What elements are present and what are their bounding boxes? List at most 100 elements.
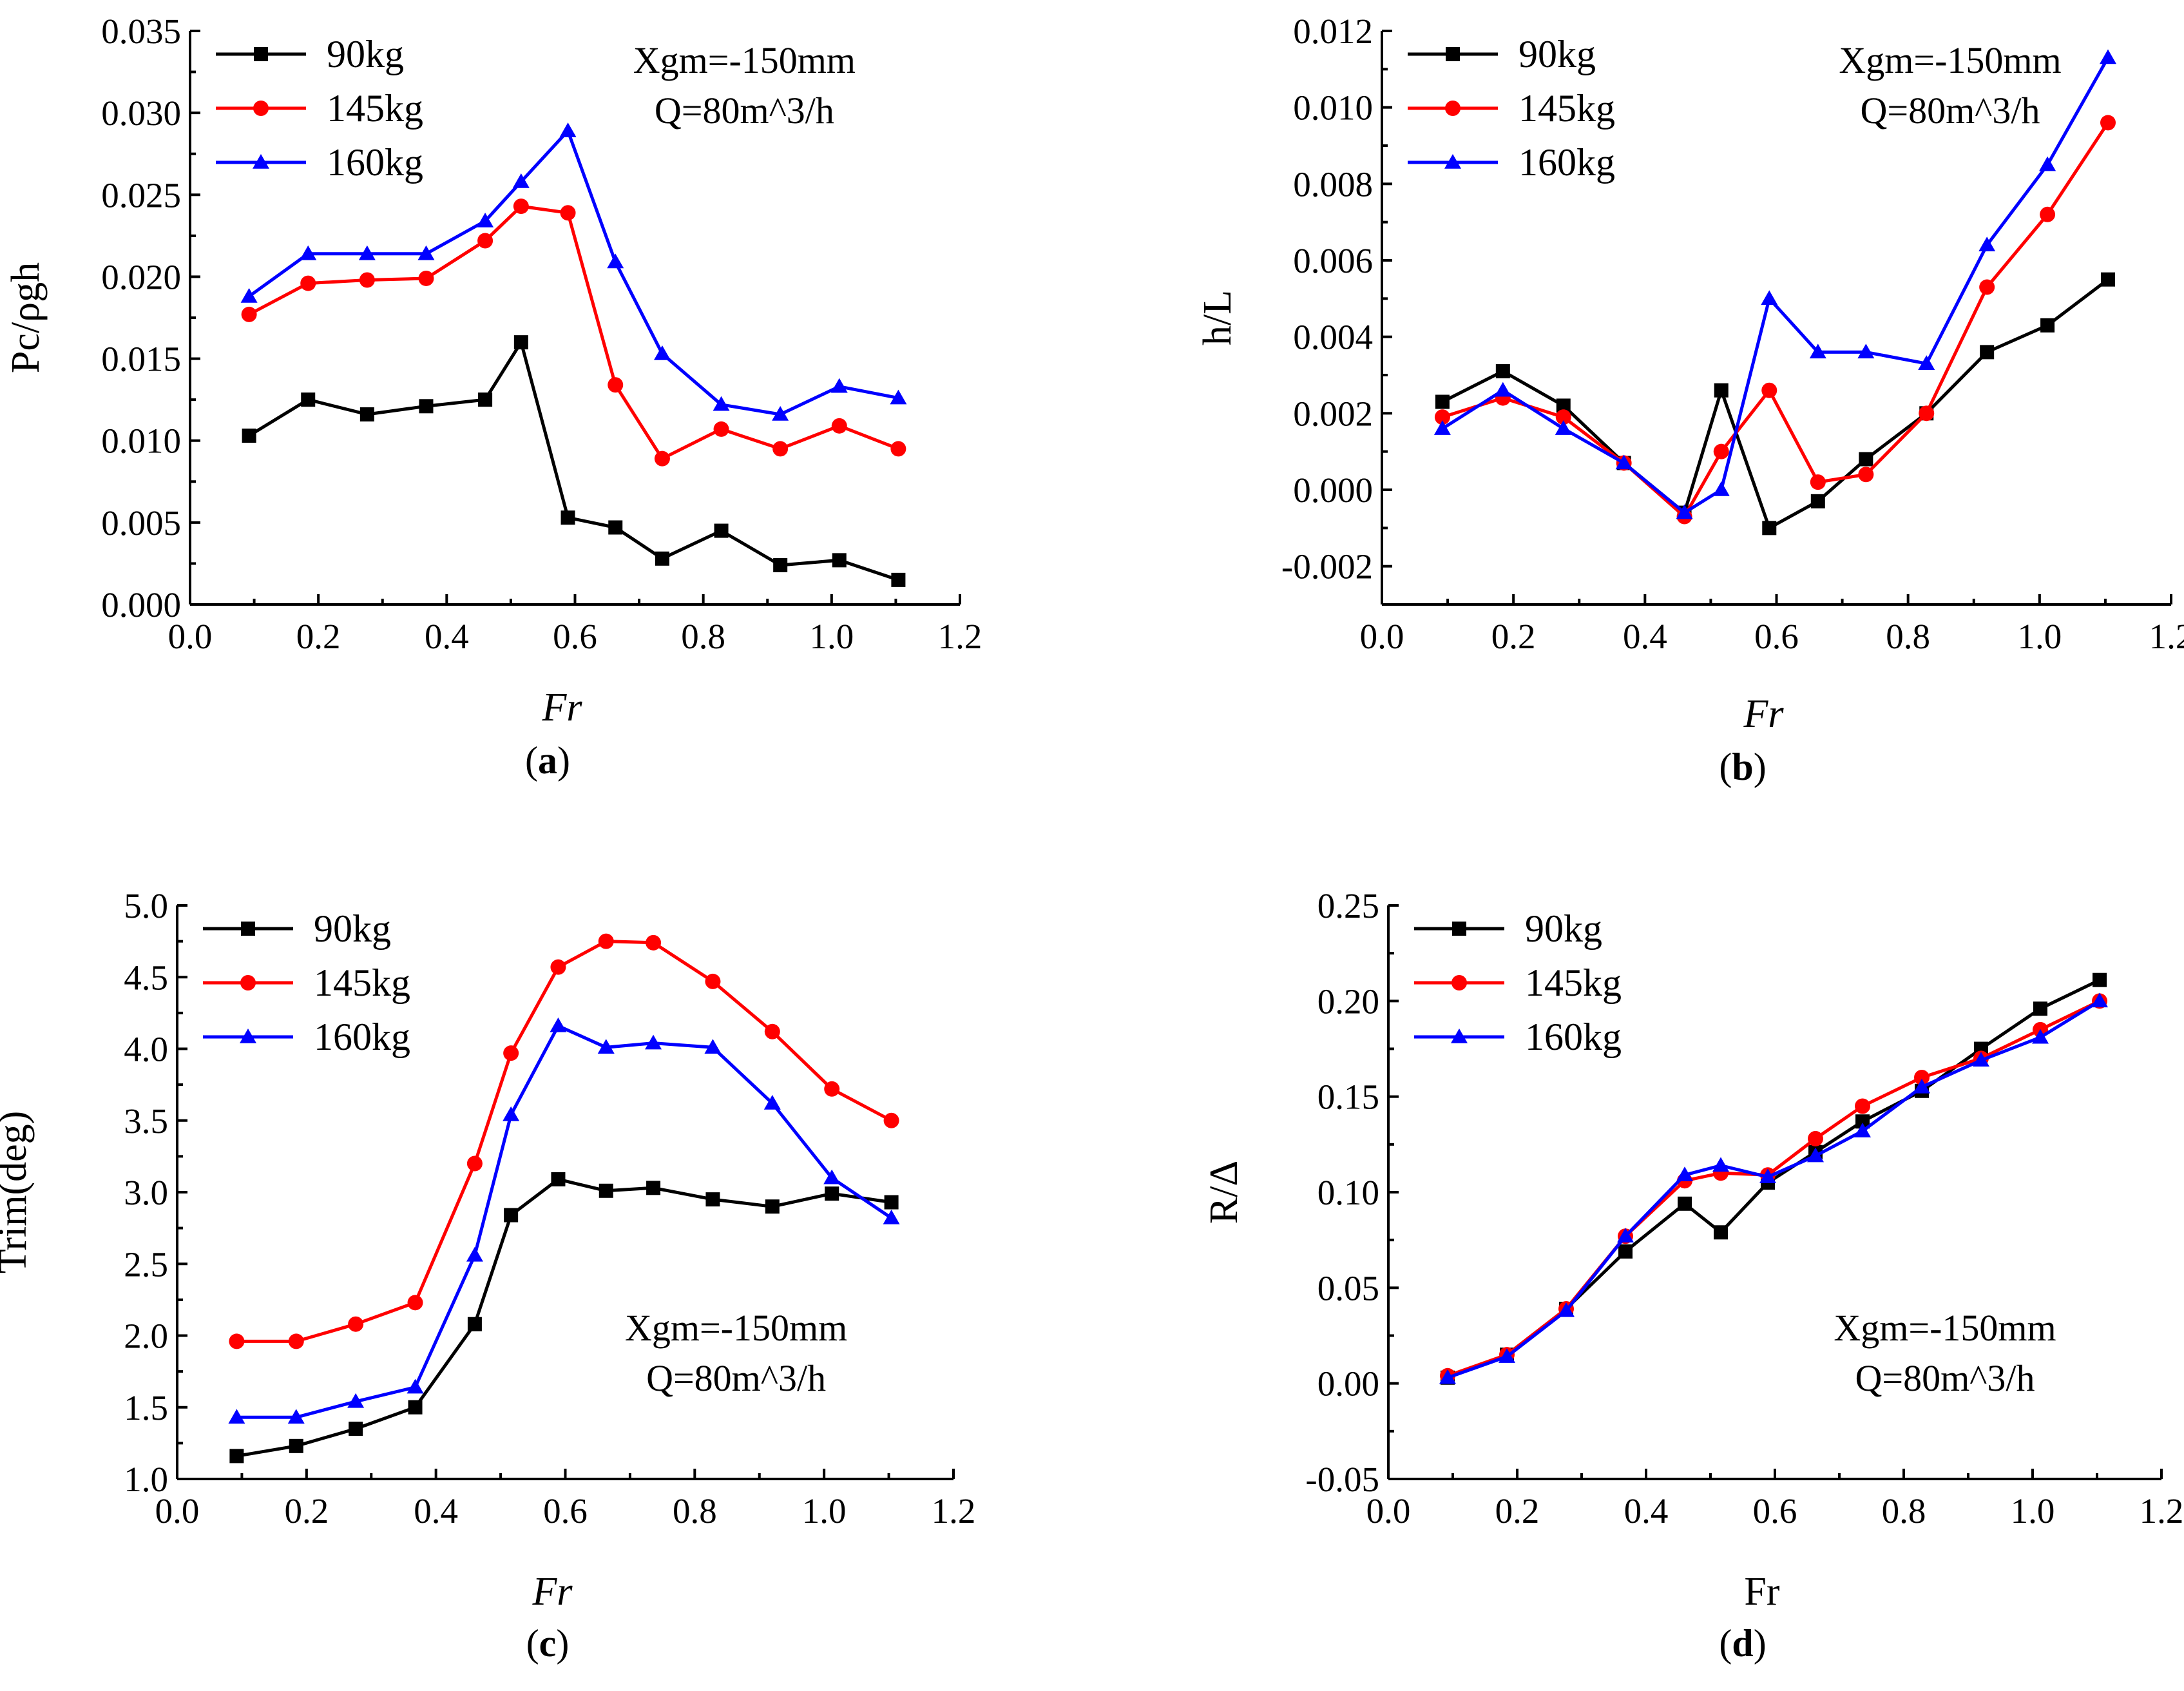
data-point	[890, 389, 907, 405]
data-point	[765, 1199, 780, 1214]
data-point	[1858, 467, 1874, 483]
data-point	[1618, 1244, 1633, 1259]
data-point	[2091, 992, 2108, 1008]
data-point	[1494, 382, 1511, 397]
legend-marker	[253, 154, 269, 169]
legend-label: 160kg	[314, 1016, 410, 1058]
data-point	[477, 233, 493, 249]
data-point	[228, 1409, 245, 1424]
data-point	[1556, 398, 1571, 413]
data-point	[825, 1186, 839, 1201]
x-tick-label: 0.8	[673, 1491, 717, 1531]
series-145kg	[229, 933, 899, 1349]
data-point	[608, 377, 624, 393]
series-160kg	[1433, 49, 2116, 519]
series-90kg	[229, 1172, 899, 1464]
x-tick-label: 1.2	[938, 617, 982, 656]
annotation-text: Q=80m^3/h	[646, 1357, 826, 1399]
y-tick-label: 3.5	[124, 1101, 168, 1141]
data-point	[466, 1246, 483, 1262]
x-tick-label: 1.2	[2140, 1491, 2184, 1531]
data-point	[419, 399, 434, 414]
caption-close: )	[1754, 746, 1767, 788]
y-tick-label: 0.004	[1293, 318, 1373, 357]
data-point	[1810, 474, 1826, 490]
panel-caption: (a)	[525, 739, 570, 782]
x-tick-label: 1.2	[2149, 617, 2184, 656]
data-point	[891, 572, 906, 587]
data-point	[1980, 345, 1995, 360]
data-point	[772, 441, 789, 457]
legend-label: 90kg	[1525, 907, 1602, 950]
data-point	[1712, 1157, 1729, 1172]
data-point	[288, 1333, 304, 1349]
x-tick-label: 0.0	[168, 617, 213, 656]
annotation-text: Xgm=-150mm	[1839, 39, 2061, 81]
data-point	[1714, 383, 1729, 398]
data-point	[240, 287, 258, 303]
legend-label: 145kg	[314, 961, 410, 1004]
data-point	[408, 1400, 423, 1415]
legend-label: 160kg	[327, 141, 423, 184]
data-point	[348, 1316, 364, 1332]
data-point	[832, 553, 847, 568]
legend-label: 145kg	[1525, 961, 1622, 1004]
x-tick-label: 0.0	[1360, 617, 1404, 656]
y-tick-label: 0.25	[1317, 886, 1379, 925]
annotation: Xgm=-150mm Q=80m^3/h	[633, 39, 856, 131]
x-tick-label: 1.0	[2011, 1491, 2055, 1531]
y-tick-label: 0.025	[101, 175, 181, 215]
data-point	[551, 1172, 566, 1186]
x-axis-label: Fr	[1743, 692, 1785, 736]
legend-marker	[1451, 975, 1467, 990]
caption-open: (	[1719, 1622, 1732, 1665]
data-point	[607, 253, 624, 269]
data-point	[1434, 409, 1450, 425]
data-point	[1617, 1228, 1634, 1242]
x-tick-label: 0.6	[543, 1491, 588, 1531]
legend-label: 90kg	[327, 33, 404, 75]
y-tick-label: 0.008	[1293, 164, 1373, 204]
data-point	[831, 418, 847, 434]
data-point	[407, 1378, 424, 1394]
caption-letter: b	[1732, 746, 1753, 788]
series-145kg	[241, 198, 906, 467]
data-point	[772, 406, 789, 421]
data-point	[830, 378, 848, 393]
data-point	[466, 1155, 483, 1172]
data-point	[560, 205, 576, 221]
data-point	[1919, 405, 1935, 421]
y-tick-label: 0.05	[1317, 1268, 1379, 1308]
legend: 90kg 145kg 160kg	[216, 33, 423, 184]
data-point	[704, 1039, 722, 1054]
caption-open: (	[526, 1622, 539, 1665]
y-tick-label: 0.10	[1317, 1173, 1379, 1212]
x-tick-label: 0.4	[414, 1491, 458, 1531]
data-point	[358, 245, 376, 260]
x-tick-label: 0.6	[553, 617, 597, 656]
data-point	[1913, 1078, 1930, 1094]
chart-panel-a: 0.0 0.2 0.4 0.6 0.8 1.0 1.2 0.000 0.005 0.010 0.01…	[4, 12, 982, 782]
data-point	[646, 1181, 661, 1195]
data-point	[407, 1295, 423, 1311]
y-tick-label: 4.0	[124, 1030, 168, 1069]
data-point	[1810, 494, 1825, 508]
annotation-text: Q=80m^3/h	[1860, 90, 2040, 131]
data-point	[504, 1208, 519, 1222]
x-axis-label: Fr	[532, 1570, 573, 1614]
x-tick-label: 0.4	[425, 617, 469, 656]
legend-marker	[241, 922, 255, 936]
legend-marker	[240, 975, 256, 990]
data-point	[1558, 1302, 1575, 1317]
data-point	[653, 345, 671, 360]
data-point	[1918, 355, 1935, 370]
legend: 90kg 145kg 160kg	[1414, 907, 1622, 1058]
y-tick-label: 5.0	[124, 886, 168, 925]
legend-label: 160kg	[1518, 141, 1615, 184]
series-line	[248, 340, 899, 582]
x-tick-label: 0.4	[1623, 617, 1667, 656]
data-point	[559, 122, 577, 137]
caption-close: )	[556, 1622, 569, 1665]
y-axis-label: Trim(deg)	[0, 1111, 35, 1274]
data-point	[823, 1169, 841, 1184]
